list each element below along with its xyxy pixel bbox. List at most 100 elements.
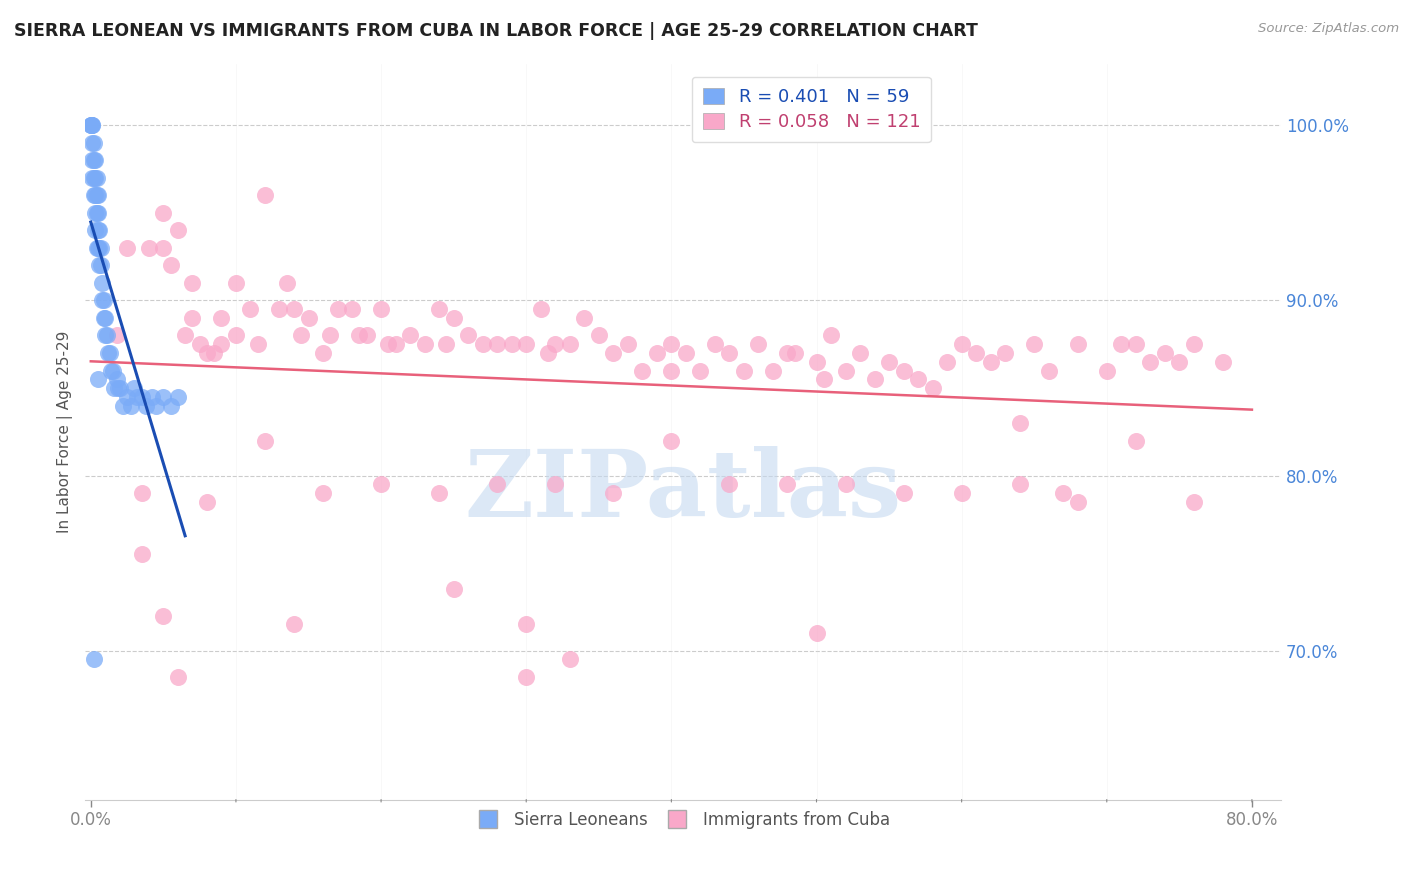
Point — [181, 276, 204, 290]
Point — [1182, 337, 1205, 351]
Point — [863, 372, 886, 386]
Point — [645, 346, 668, 360]
Point — [747, 337, 769, 351]
Point — [253, 188, 276, 202]
Point — [659, 434, 682, 448]
Y-axis label: In Labor Force | Age 25-29: In Labor Force | Age 25-29 — [58, 331, 73, 533]
Point — [135, 399, 157, 413]
Point — [312, 346, 335, 360]
Point — [83, 153, 105, 168]
Point — [718, 346, 741, 360]
Point — [994, 346, 1017, 360]
Point — [370, 477, 392, 491]
Point — [434, 337, 457, 351]
Point — [145, 399, 167, 413]
Point — [283, 617, 305, 632]
Point — [1067, 337, 1090, 351]
Point — [82, 119, 104, 133]
Point — [776, 477, 799, 491]
Point — [138, 241, 160, 255]
Point — [83, 188, 105, 202]
Point — [783, 346, 806, 360]
Point — [965, 346, 987, 360]
Point — [107, 381, 129, 395]
Point — [893, 363, 915, 377]
Point — [167, 390, 190, 404]
Point — [659, 363, 682, 377]
Point — [675, 346, 697, 360]
Point — [1008, 416, 1031, 430]
Point — [96, 328, 118, 343]
Point — [1038, 363, 1060, 377]
Point — [1153, 346, 1175, 360]
Point — [152, 608, 174, 623]
Point — [246, 337, 269, 351]
Point — [377, 337, 399, 351]
Point — [980, 355, 1002, 369]
Point — [87, 188, 110, 202]
Point — [167, 223, 190, 237]
Point — [87, 223, 110, 237]
Point — [907, 372, 929, 386]
Point — [152, 241, 174, 255]
Point — [1168, 355, 1191, 369]
Point — [159, 399, 181, 413]
Point — [471, 337, 494, 351]
Point — [105, 372, 128, 386]
Point — [159, 259, 181, 273]
Point — [209, 337, 232, 351]
Point — [762, 363, 785, 377]
Point — [544, 477, 567, 491]
Point — [399, 328, 422, 343]
Point — [631, 363, 654, 377]
Point — [86, 241, 108, 255]
Point — [733, 363, 755, 377]
Point — [659, 337, 682, 351]
Point — [89, 223, 111, 237]
Point — [515, 617, 537, 632]
Point — [127, 390, 149, 404]
Point — [820, 328, 842, 343]
Point — [84, 223, 107, 237]
Point — [103, 381, 125, 395]
Point — [90, 241, 112, 255]
Point — [91, 293, 114, 308]
Point — [195, 346, 218, 360]
Point — [443, 582, 465, 597]
Point — [834, 477, 856, 491]
Point — [617, 337, 640, 351]
Point — [276, 276, 298, 290]
Point — [86, 206, 108, 220]
Point — [94, 328, 117, 343]
Point — [269, 302, 291, 317]
Point — [1182, 495, 1205, 509]
Point — [457, 328, 479, 343]
Point — [225, 328, 247, 343]
Point — [319, 328, 342, 343]
Point — [83, 170, 105, 185]
Point — [544, 337, 567, 351]
Point — [384, 337, 406, 351]
Point — [297, 310, 319, 325]
Point — [950, 337, 973, 351]
Point — [1111, 337, 1133, 351]
Text: SIERRA LEONEAN VS IMMIGRANTS FROM CUBA IN LABOR FORCE | AGE 25-29 CORRELATION CH: SIERRA LEONEAN VS IMMIGRANTS FROM CUBA I… — [14, 22, 979, 40]
Point — [86, 188, 108, 202]
Point — [806, 626, 828, 640]
Point — [1212, 355, 1234, 369]
Point — [141, 390, 163, 404]
Point — [1067, 495, 1090, 509]
Point — [83, 652, 105, 666]
Point — [90, 259, 112, 273]
Point — [84, 153, 107, 168]
Point — [1125, 337, 1147, 351]
Point — [100, 363, 122, 377]
Point — [537, 346, 560, 360]
Point — [80, 119, 103, 133]
Point — [89, 259, 111, 273]
Point — [188, 337, 211, 351]
Point — [87, 206, 110, 220]
Point — [501, 337, 523, 351]
Legend: Sierra Leoneans, Immigrants from Cuba: Sierra Leoneans, Immigrants from Cuba — [470, 804, 897, 835]
Point — [84, 206, 107, 220]
